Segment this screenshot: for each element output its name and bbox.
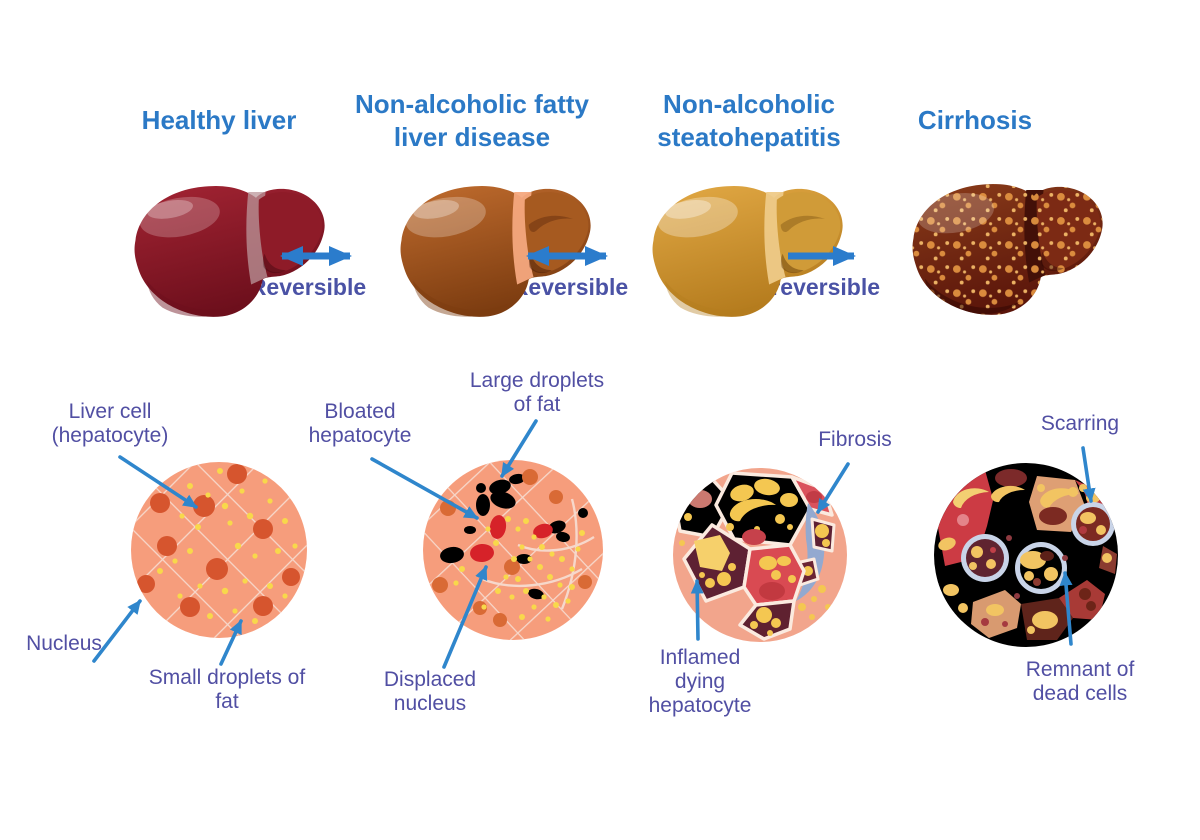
- cirrhosis-nodule-spots: [912, 183, 1103, 315]
- annotation-bloated-hepatocyte: Bloated hepatocyte: [308, 400, 412, 447]
- annotation-liver-cell: Liver cell (hepatocyte): [51, 400, 169, 447]
- stage-title-cirrhosis: Cirrhosis: [918, 104, 1032, 137]
- healthy-histology-illustration: [131, 462, 307, 638]
- stage-title-line: liver disease: [393, 121, 551, 152]
- annotation-large-droplets: Large droplets of fat: [469, 369, 605, 416]
- stage-title-nafld: Non-alcoholic fatty liver disease: [355, 88, 589, 153]
- transition-label-reversible-2: Reversible: [511, 274, 629, 300]
- liver-right-lobe: [776, 192, 841, 273]
- small-fat-droplets: [157, 468, 298, 624]
- nash-liver-illustration: [652, 185, 843, 317]
- large-fat-in-cell: [726, 478, 798, 532]
- annotation-scarring: Scarring: [1040, 412, 1120, 435]
- nafld-liver-illustration: [400, 185, 591, 317]
- stage-title-healthy: Healthy liver: [142, 104, 297, 137]
- annotation-remnant-dead-cells: Remnant of dead cells: [1025, 658, 1135, 705]
- annotation-fibrosis: Fibrosis: [818, 428, 892, 451]
- annotation-small-droplets: Small droplets of fat: [148, 666, 306, 713]
- nafld-histology-illustration: [423, 460, 603, 640]
- stage-title-line: Non-alcoholic: [663, 89, 835, 119]
- annotation-displaced-nucleus: Displaced nucleus: [383, 668, 477, 715]
- stage-title-line: Cirrhosis: [917, 105, 1033, 135]
- transition-label-reversible-1: Reversible: [249, 274, 367, 300]
- nash-histology-illustration: [673, 468, 847, 642]
- displaced-nuclei: [470, 515, 553, 563]
- stage-title-line: Non-alcoholic fatty: [354, 89, 590, 119]
- annotation-inflamed-hepatocyte: Inflamed dying hepatocyte: [648, 646, 752, 717]
- cirrhosis-histology-illustration: [934, 463, 1118, 647]
- cell-grid: [131, 462, 307, 638]
- stage-title-line: Healthy liver: [141, 105, 297, 135]
- stage-title-line: steatohepatitis: [657, 121, 841, 152]
- healthy-liver-illustration: [134, 185, 325, 317]
- stage-title-nash: Non-alcoholic steatohepatitis: [657, 88, 841, 153]
- annotation-nucleus: Nucleus: [26, 632, 102, 655]
- cirrhosis-liver-illustration: [912, 183, 1103, 315]
